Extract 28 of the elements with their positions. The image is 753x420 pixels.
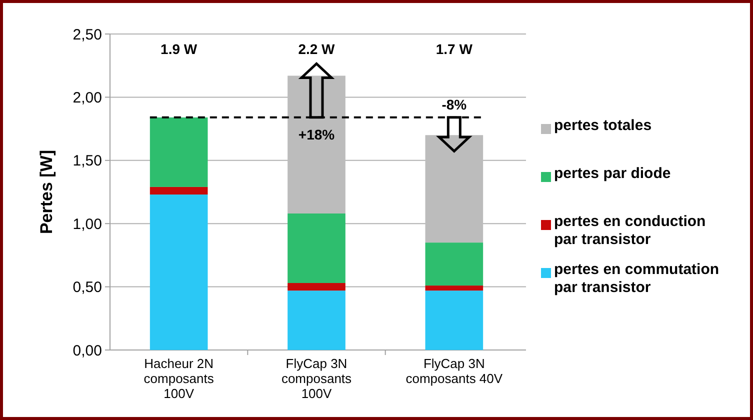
legend-label: pertes par diode xyxy=(554,165,671,182)
x-tick-label: FlyCap 3N composants 100V xyxy=(281,356,352,401)
y-tick-label: 0,50 xyxy=(72,279,102,296)
y-tick-label: 2,50 xyxy=(72,26,102,44)
annotation: -8% xyxy=(442,96,468,112)
bar xyxy=(425,286,484,291)
annotation: +18% xyxy=(298,126,336,142)
y-tick-label: 0,00 xyxy=(72,342,102,360)
bar xyxy=(425,290,484,350)
annotation: 2.2 W xyxy=(298,41,336,57)
bar xyxy=(150,117,208,187)
x-tick-label: FlyCap 3N composants 40V xyxy=(406,356,503,386)
bar xyxy=(288,290,346,350)
x-tick-label: Hacheur 2N composants 100V xyxy=(144,356,214,401)
legend-label: pertes en commutation par transistor xyxy=(554,261,720,296)
bar xyxy=(288,213,346,284)
annotation: 1.9 W xyxy=(160,41,198,57)
y-tick-label: 1,50 xyxy=(72,152,102,170)
bar xyxy=(150,194,208,350)
bar xyxy=(150,186,208,195)
y-tick-label: 1,00 xyxy=(72,216,102,233)
legend-label: pertes totales xyxy=(554,117,652,134)
annotation: 1.7 W xyxy=(436,41,474,57)
bar xyxy=(288,283,346,291)
y-axis-title: Pertes [W] xyxy=(37,150,56,234)
legend-label: pertes en conduction par transistor xyxy=(554,213,706,248)
bar xyxy=(425,242,484,286)
y-tick-label: 2,00 xyxy=(72,89,102,106)
